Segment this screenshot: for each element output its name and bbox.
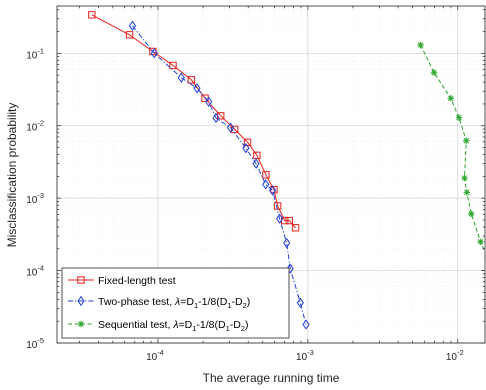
data-point: [150, 48, 158, 59]
data-point: [461, 174, 468, 182]
series-3: [417, 41, 485, 261]
data-point: [447, 94, 455, 102]
x-tick-label: 10-2: [446, 348, 464, 363]
x-tick-label: 10-4: [146, 348, 164, 363]
data-point: [417, 41, 424, 49]
data-point: [187, 76, 196, 84]
series-line: [132, 25, 307, 325]
data-point: [467, 210, 475, 218]
series-line: [91, 14, 296, 229]
data-point: [296, 297, 304, 308]
data-point: [128, 20, 137, 31]
data-point: [463, 189, 471, 196]
series-layer: [88, 11, 485, 330]
y-tick-label: 10-1: [26, 46, 44, 61]
series-2: [128, 20, 310, 330]
data-point: [262, 179, 270, 190]
plot-frame: [56, 5, 486, 344]
y-tick-label: 10-3: [26, 191, 44, 206]
data-point: [125, 31, 134, 39]
data-point: [302, 319, 310, 330]
legend-label: Two-phase test, λ=D1-1/8(D1-D2): [98, 296, 250, 310]
data-point: [77, 295, 85, 307]
legend-label: Fixed-length test: [98, 275, 176, 287]
legend-entry: Two-phase test, λ=D1-1/8(D1-D2): [68, 295, 250, 310]
data-point: [269, 185, 277, 196]
y-tick-label: 10-4: [26, 264, 44, 279]
data-point: [88, 11, 96, 19]
y-axis-label: Misclassification probability: [5, 103, 19, 248]
data-point: [212, 112, 220, 124]
data-point: [205, 96, 213, 107]
data-point: [226, 122, 235, 133]
data-point: [77, 276, 85, 284]
data-point: [276, 213, 284, 224]
data-point: [177, 72, 185, 83]
x-axis-label: The average running time: [203, 371, 340, 385]
data-point: [169, 61, 177, 70]
data-point: [253, 151, 261, 160]
data-point: [286, 263, 294, 274]
legend-entry: Fixed-length test: [68, 275, 176, 287]
legend-box: [61, 267, 290, 339]
data-point: [252, 158, 260, 169]
data-point: [77, 320, 85, 328]
legend-label: Sequential test, λ=D1-1/8(D1-D2): [98, 319, 249, 333]
legend: Fixed-length test Two-phase test, λ=D1-1/…: [61, 267, 290, 339]
data-point: [193, 83, 201, 94]
y-tick-label: 10-2: [26, 119, 44, 134]
data-point: [285, 216, 294, 225]
ticks: 10-4 10-3 10-2 10-5 10-4 10-3 10-2 10-1: [26, 6, 485, 363]
series-line: [420, 44, 485, 254]
legend-entry: Sequential test, λ=D1-1/8(D1-D2): [68, 319, 249, 333]
data-point: [477, 238, 484, 246]
x-tick-label: 10-3: [296, 348, 314, 363]
data-point: [291, 224, 300, 232]
data-point: [262, 171, 270, 179]
data-point: [242, 142, 250, 154]
data-point: [455, 114, 463, 122]
data-point: [283, 237, 291, 249]
data-point: [462, 137, 470, 145]
y-tick-label: 10-5: [26, 336, 44, 351]
data-point: [430, 69, 438, 76]
